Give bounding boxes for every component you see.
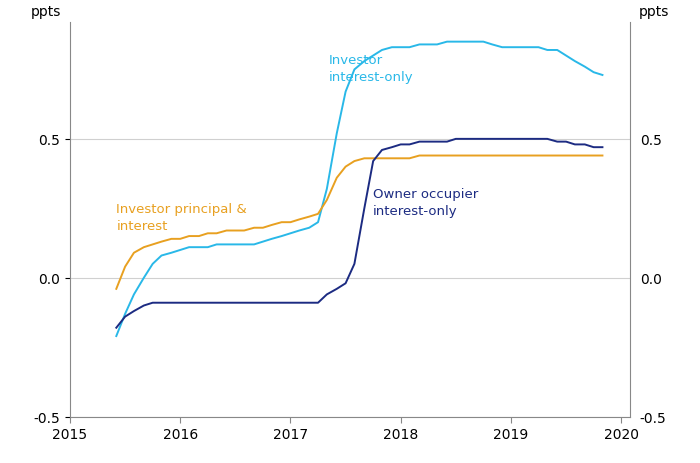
Text: Owner occupier
interest-only: Owner occupier interest-only <box>373 187 478 217</box>
Text: Investor principal &
interest: Investor principal & interest <box>116 202 247 232</box>
Text: Investor
interest-only: Investor interest-only <box>329 54 414 84</box>
Text: ppts: ppts <box>31 5 61 19</box>
Text: ppts: ppts <box>639 5 669 19</box>
